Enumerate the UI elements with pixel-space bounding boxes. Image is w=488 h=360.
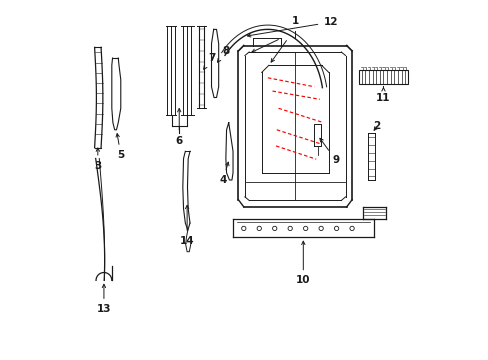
Bar <box>359 70 407 84</box>
Text: 9: 9 <box>319 138 339 165</box>
Text: 8: 8 <box>217 46 229 62</box>
Text: 3: 3 <box>94 148 101 171</box>
Text: 14: 14 <box>180 205 194 246</box>
Text: 13: 13 <box>97 284 111 314</box>
Text: 2: 2 <box>373 121 380 131</box>
Text: 10: 10 <box>295 241 310 285</box>
Text: 6: 6 <box>175 109 183 145</box>
Text: 4: 4 <box>219 162 228 185</box>
Text: 11: 11 <box>375 87 390 103</box>
Text: 5: 5 <box>116 134 124 160</box>
Text: 7: 7 <box>203 53 215 69</box>
Text: 12: 12 <box>247 17 337 37</box>
Text: 1: 1 <box>291 16 298 26</box>
